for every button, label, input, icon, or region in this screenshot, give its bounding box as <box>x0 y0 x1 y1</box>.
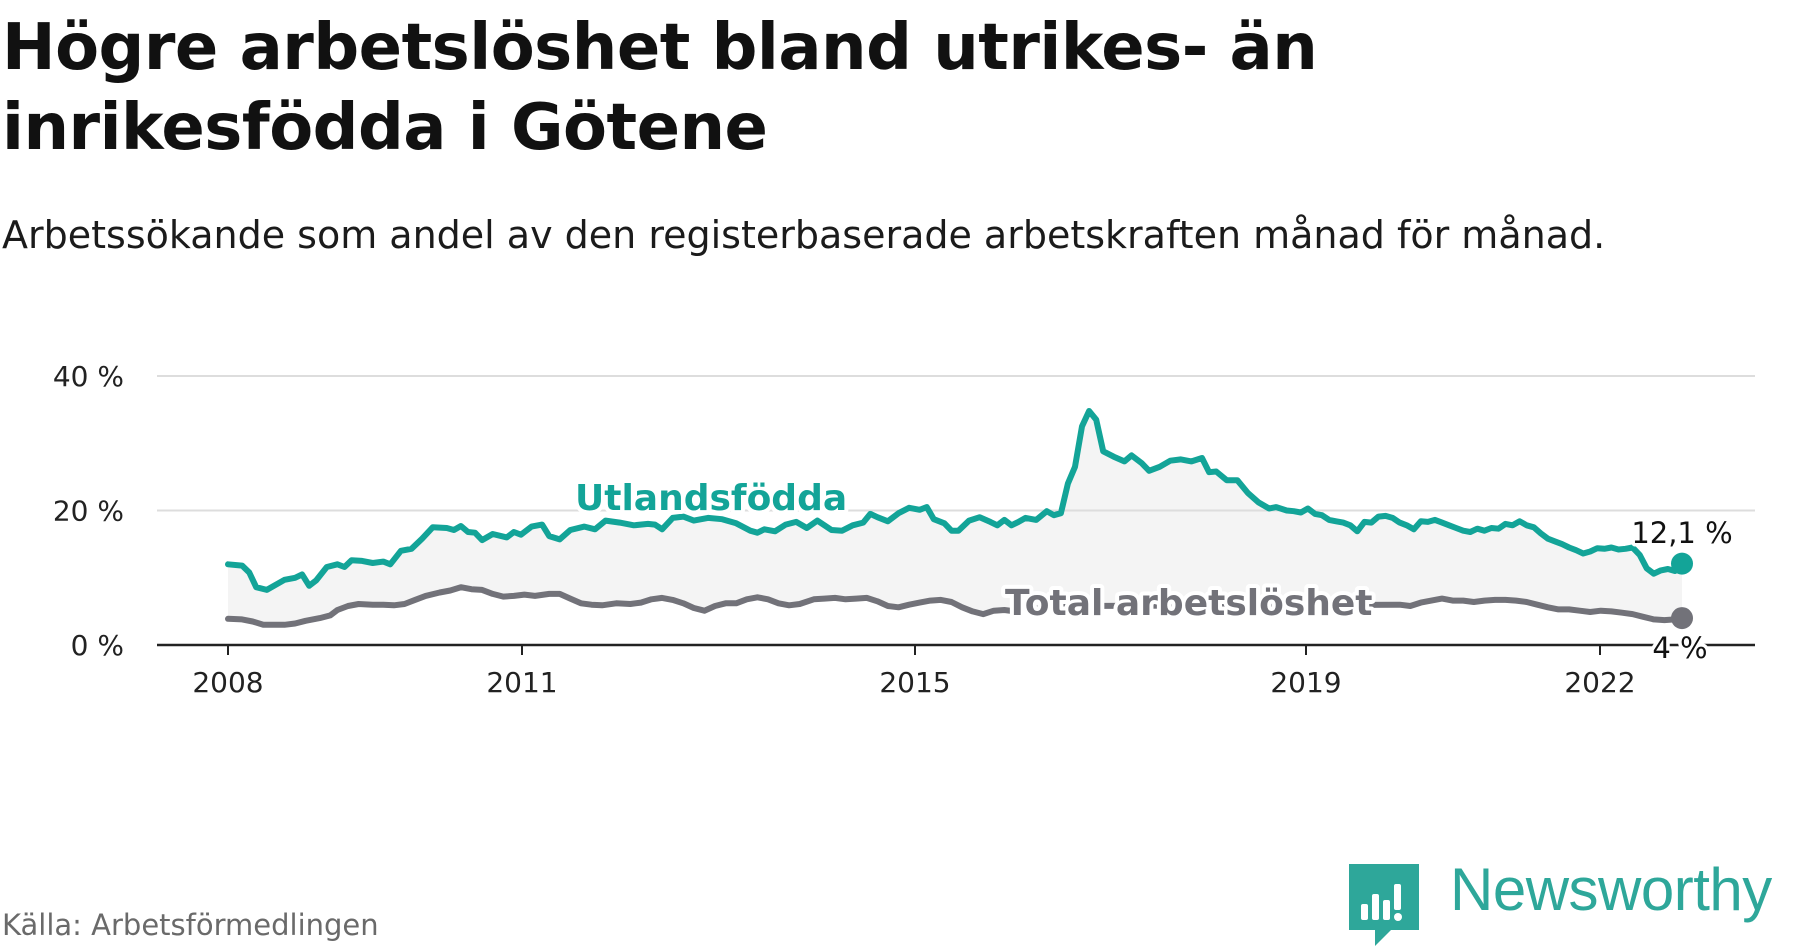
brand-name: Newsworthy <box>1450 856 1772 923</box>
y-tick-label: 0 % <box>71 629 124 662</box>
y-tick-label: 20 % <box>53 495 124 528</box>
newsworthy-logo-icon <box>1349 864 1419 946</box>
series-line-total <box>225 584 1685 628</box>
source-note: Källa: Arbetsförmedlingen <box>2 908 379 942</box>
chart-subtitle: Arbetssökande som andel av den registerb… <box>2 213 1606 257</box>
series-label-total: Total arbetslöshet <box>1005 583 1373 624</box>
series-labels: Utlandsfödda Total arbetslöshet 12,1 % 4 % <box>571 474 1736 669</box>
end-label-utlandsfodda: 12,1 % <box>1631 516 1732 550</box>
x-tick-label: 2008 <box>192 666 263 699</box>
x-tick-label: 2011 <box>486 666 557 699</box>
gridlines: 0 % 20 % 40 % <box>53 360 1755 662</box>
series-label-utlandsfodda: Utlandsfödda <box>575 478 847 519</box>
end-marker <box>1671 552 1693 575</box>
range-band <box>228 411 1682 625</box>
x-axis: 2008 2011 2015 2019 2022 <box>157 643 1755 699</box>
chart-title: Högre arbetslöshet bland utrikes- än inr… <box>2 11 1318 165</box>
end-label-total: 4 % <box>1652 631 1707 665</box>
series-line-utlandsfodda <box>225 408 1685 593</box>
y-tick-label: 40 % <box>53 360 124 393</box>
series-lines <box>225 408 1693 630</box>
range-band-layer <box>228 411 1682 625</box>
x-tick-label: 2015 <box>879 666 950 699</box>
x-tick-label: 2022 <box>1564 666 1635 699</box>
end-marker <box>1671 607 1693 630</box>
line-chart: 0 % 20 % 40 % 2008 2011 2015 2019 2022 Utlands… <box>53 360 1755 699</box>
x-tick-label: 2019 <box>1270 666 1341 699</box>
